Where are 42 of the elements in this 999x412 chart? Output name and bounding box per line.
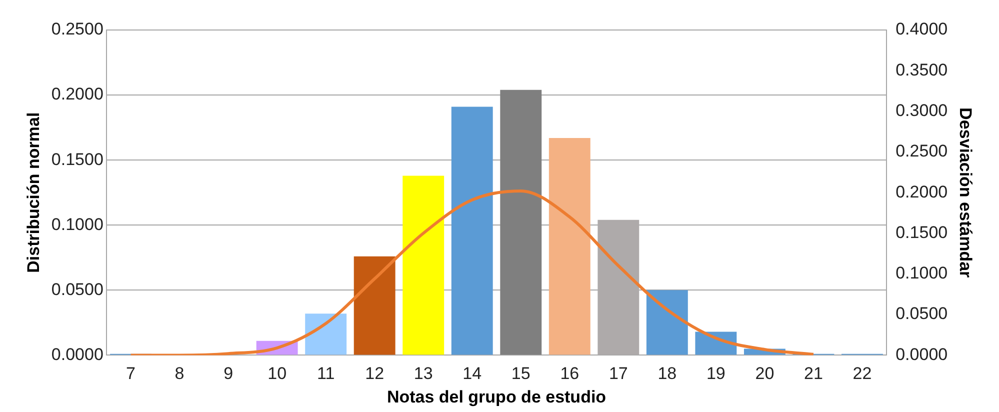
x-tick-label: 16 bbox=[560, 364, 580, 384]
y2-tick-label: 0.1500 bbox=[896, 222, 948, 242]
x-tick-label: 20 bbox=[755, 364, 774, 384]
x-tick-label: 11 bbox=[317, 364, 335, 384]
x-tick-label: 9 bbox=[224, 364, 234, 384]
y-tick-label: 0.0500 bbox=[51, 280, 104, 299]
y-axis-title: Distribución normal bbox=[24, 112, 43, 273]
x-tick-label: 18 bbox=[658, 364, 677, 384]
x-tick-label: 10 bbox=[268, 364, 287, 384]
y-tick-label: 0.2500 bbox=[51, 20, 104, 39]
y2-tick-label: 0.1000 bbox=[896, 264, 948, 283]
y-tick-label: 0.0000 bbox=[51, 344, 104, 364]
bar bbox=[354, 256, 396, 355]
x-tick-label: 15 bbox=[511, 364, 530, 384]
bar bbox=[646, 290, 688, 355]
y2-axis-title: Desviación estámdar bbox=[956, 108, 976, 278]
x-tick-label: 21 bbox=[804, 364, 823, 384]
x-tick-label: 14 bbox=[462, 364, 482, 384]
y-tick-label: 0.1000 bbox=[51, 214, 104, 234]
bar bbox=[451, 106, 493, 355]
line-series bbox=[129, 189, 815, 356]
y2-tick-label: 0.3500 bbox=[896, 60, 948, 80]
x-tick-label: 17 bbox=[608, 364, 628, 384]
x-tick-label: 22 bbox=[852, 364, 872, 384]
x-tick-label: 13 bbox=[414, 364, 433, 384]
y2-tick-label: 0.3000 bbox=[896, 100, 948, 120]
x-tick-label: 19 bbox=[706, 364, 726, 384]
y2-tick-label: 0.4000 bbox=[896, 20, 948, 39]
bar bbox=[305, 314, 347, 355]
bar bbox=[402, 176, 444, 355]
y2-tick-label: 0.0500 bbox=[896, 304, 948, 324]
y-tick-label: 0.1500 bbox=[51, 150, 104, 169]
x-tick-label: 7 bbox=[126, 364, 136, 384]
y2-tick-label: 0.2500 bbox=[896, 142, 948, 161]
x-axis-title: Notas del grupo de estudio bbox=[386, 387, 606, 406]
bar bbox=[548, 138, 590, 355]
x-tick-label: 8 bbox=[174, 364, 184, 384]
y2-tick-label: 0.2000 bbox=[896, 182, 948, 202]
x-tick-label: 12 bbox=[365, 364, 384, 384]
bar bbox=[500, 90, 542, 355]
y-tick-label: 0.2000 bbox=[51, 84, 104, 104]
y2-tick-label: 0.0000 bbox=[896, 344, 948, 364]
